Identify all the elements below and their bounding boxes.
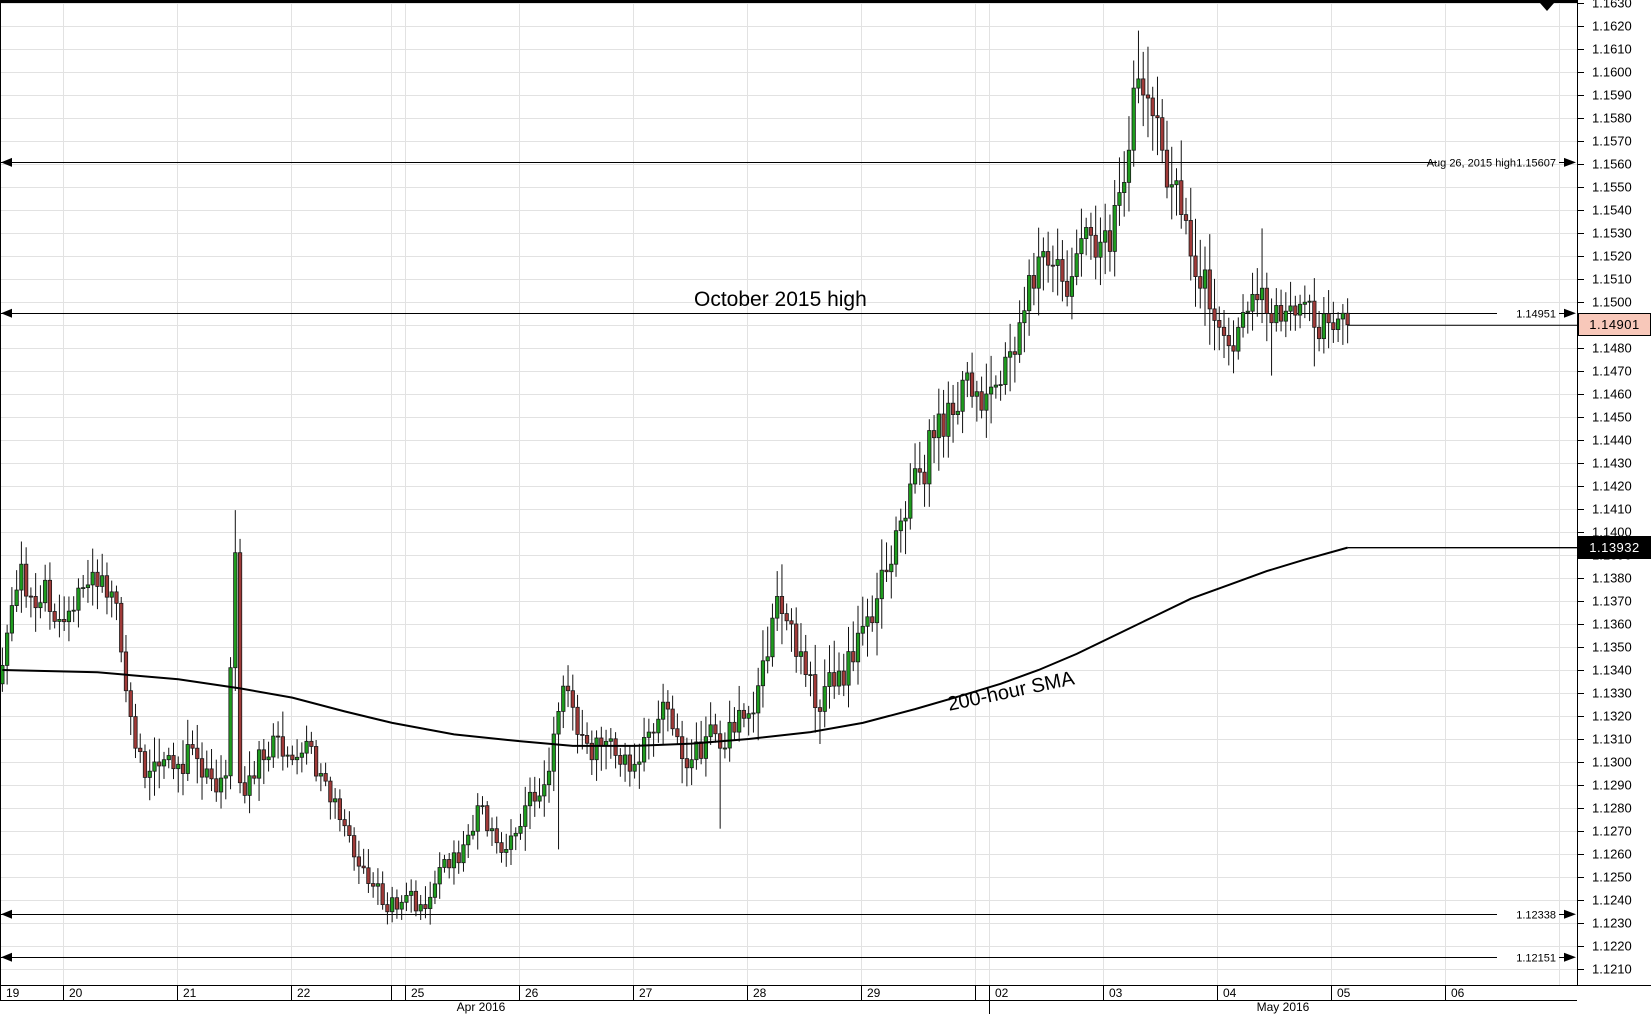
svg-text:02: 02 — [995, 986, 1009, 1000]
annotation-october-2015-high: October 2015 high — [694, 288, 867, 311]
svg-text:1.1350: 1.1350 — [1592, 640, 1632, 655]
svg-text:1.1270: 1.1270 — [1592, 824, 1632, 839]
svg-text:Aug 26, 2015 high: Aug 26, 2015 high — [1427, 157, 1516, 169]
svg-text:06: 06 — [1451, 986, 1465, 1000]
svg-text:29: 29 — [867, 986, 881, 1000]
svg-text:1.1470: 1.1470 — [1592, 364, 1632, 379]
svg-text:1.1540: 1.1540 — [1592, 203, 1632, 218]
svg-text:19: 19 — [6, 986, 20, 1000]
sma-line — [2, 546, 1577, 747]
svg-text:03: 03 — [1109, 986, 1123, 1000]
svg-text:22: 22 — [297, 986, 311, 1000]
svg-text:1.1550: 1.1550 — [1592, 180, 1632, 195]
svg-text:26: 26 — [525, 986, 539, 1000]
grid — [0, 0, 1577, 985]
svg-text:1.1530: 1.1530 — [1592, 226, 1632, 241]
svg-text:1.12338: 1.12338 — [1516, 909, 1556, 921]
svg-text:1.1380: 1.1380 — [1592, 571, 1632, 586]
svg-text:1.1570: 1.1570 — [1592, 134, 1632, 149]
svg-text:21: 21 — [183, 986, 197, 1000]
svg-text:1.1360: 1.1360 — [1592, 617, 1632, 632]
svg-text:1.1250: 1.1250 — [1592, 870, 1632, 885]
svg-text:1.1300: 1.1300 — [1592, 755, 1632, 770]
svg-text:1.1220: 1.1220 — [1592, 939, 1632, 954]
svg-text:1.1440: 1.1440 — [1592, 433, 1632, 448]
svg-text:05: 05 — [1337, 986, 1351, 1000]
svg-text:1.1610: 1.1610 — [1592, 42, 1632, 57]
svg-text:1.1340: 1.1340 — [1592, 663, 1632, 678]
svg-text:1.1310: 1.1310 — [1592, 732, 1632, 747]
svg-text:1.1590: 1.1590 — [1592, 88, 1632, 103]
svg-text:1.15607: 1.15607 — [1516, 157, 1556, 169]
svg-text:1.1510: 1.1510 — [1592, 272, 1632, 287]
svg-text:1.1460: 1.1460 — [1592, 387, 1632, 402]
svg-text:Apr 2016: Apr 2016 — [457, 1000, 506, 1014]
svg-text:1.1500: 1.1500 — [1592, 295, 1632, 310]
svg-text:1.1580: 1.1580 — [1592, 111, 1632, 126]
svg-text:1.1450: 1.1450 — [1592, 410, 1632, 425]
svg-text:1.1410: 1.1410 — [1592, 502, 1632, 517]
top-clamp-line[interactable] — [0, 0, 1577, 11]
current-price-badge: 1.14901 — [1578, 313, 1651, 337]
svg-text:1.1330: 1.1330 — [1592, 686, 1632, 701]
svg-text:1.1430: 1.1430 — [1592, 456, 1632, 471]
svg-text:1.1620: 1.1620 — [1592, 19, 1632, 34]
svg-text:1.1210: 1.1210 — [1592, 962, 1632, 977]
svg-text:1.1600: 1.1600 — [1592, 65, 1632, 80]
svg-text:1.14951: 1.14951 — [1516, 308, 1556, 320]
svg-text:1.1520: 1.1520 — [1592, 249, 1632, 264]
svg-text:1.1280: 1.1280 — [1592, 801, 1632, 816]
svg-text:1.1260: 1.1260 — [1592, 847, 1632, 862]
svg-text:27: 27 — [639, 986, 653, 1000]
time-axis[interactable]: 19 20 21 22 25 26 27 28 29 02 03 04 05 06 Apr 2016 May … — [0, 985, 1651, 1014]
svg-text:1.1370: 1.1370 — [1592, 594, 1632, 609]
svg-text:28: 28 — [753, 986, 767, 1000]
svg-text:1.1480: 1.1480 — [1592, 341, 1632, 356]
svg-text:1.1240: 1.1240 — [1592, 893, 1632, 908]
svg-text:1.1560: 1.1560 — [1592, 157, 1632, 172]
svg-text:1.1400: 1.1400 — [1592, 525, 1632, 540]
svg-text:1.12151: 1.12151 — [1516, 952, 1556, 964]
svg-text:1.1290: 1.1290 — [1592, 778, 1632, 793]
svg-text:25: 25 — [411, 986, 425, 1000]
svg-text:1.1230: 1.1230 — [1592, 916, 1632, 931]
candles — [0, 30, 1350, 925]
svg-text:May 2016: May 2016 — [1257, 1000, 1310, 1014]
svg-text:1.1630: 1.1630 — [1592, 0, 1632, 11]
svg-text:1.1320: 1.1320 — [1592, 709, 1632, 724]
svg-text:20: 20 — [69, 986, 83, 1000]
svg-text:04: 04 — [1223, 986, 1237, 1000]
svg-text:1.1420: 1.1420 — [1592, 479, 1632, 494]
sma-value-badge: 1.13932 — [1578, 536, 1651, 560]
